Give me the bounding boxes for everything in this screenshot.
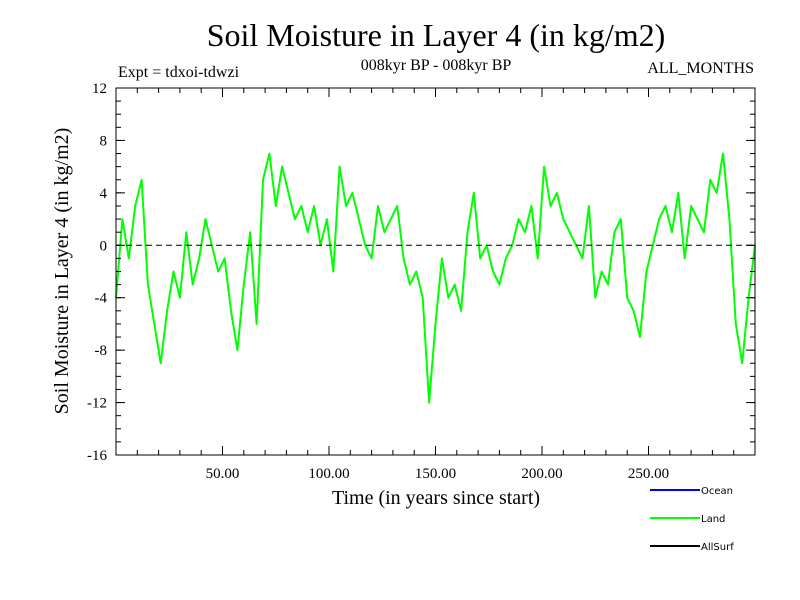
- series-layer: [115, 152, 756, 404]
- legend: Ocean Land AllSurf: [650, 486, 734, 553]
- y-tick-label: -8: [95, 343, 108, 359]
- x-tick-label: 50.00: [206, 466, 240, 482]
- y-tick-label: 4: [100, 186, 108, 202]
- experiment-label: Expt = tdxoi-tdwzi: [118, 64, 240, 81]
- y-tick-label: 8: [100, 133, 108, 149]
- y-tick-label: 12: [92, 81, 107, 97]
- series-line-land: [115, 152, 756, 404]
- y-tick-label: 0: [100, 238, 108, 254]
- x-tick-label: 100.00: [308, 466, 349, 482]
- chart-title: Soil Moisture in Layer 4 (in kg/m2): [207, 17, 666, 53]
- y-tick-label: -16: [87, 448, 107, 464]
- legend-label-ocean: Ocean: [701, 486, 733, 497]
- x-tick-label: 250.00: [628, 466, 669, 482]
- period-label: 008kyr BP - 008kyr BP: [361, 57, 512, 74]
- y-tick-label: -4: [95, 291, 108, 307]
- y-axis-label: Soil Moisture in Layer 4 (in kg/m2): [51, 128, 73, 415]
- x-tick-label: 150.00: [415, 466, 456, 482]
- tick-layer: 12 8 4 0 -4 -8 -12 -16 50.00 100.00 150.00 200.00 25…: [87, 81, 755, 482]
- plot-area: [116, 88, 755, 455]
- legend-label-land: Land: [701, 514, 725, 525]
- months-label: ALL_MONTHS: [647, 60, 754, 77]
- x-axis-label: Time (in years since start): [332, 487, 540, 509]
- legend-label-allsurf: AllSurf: [701, 542, 734, 553]
- y-tick-label: -12: [87, 396, 107, 412]
- x-tick-label: 200.00: [521, 466, 562, 482]
